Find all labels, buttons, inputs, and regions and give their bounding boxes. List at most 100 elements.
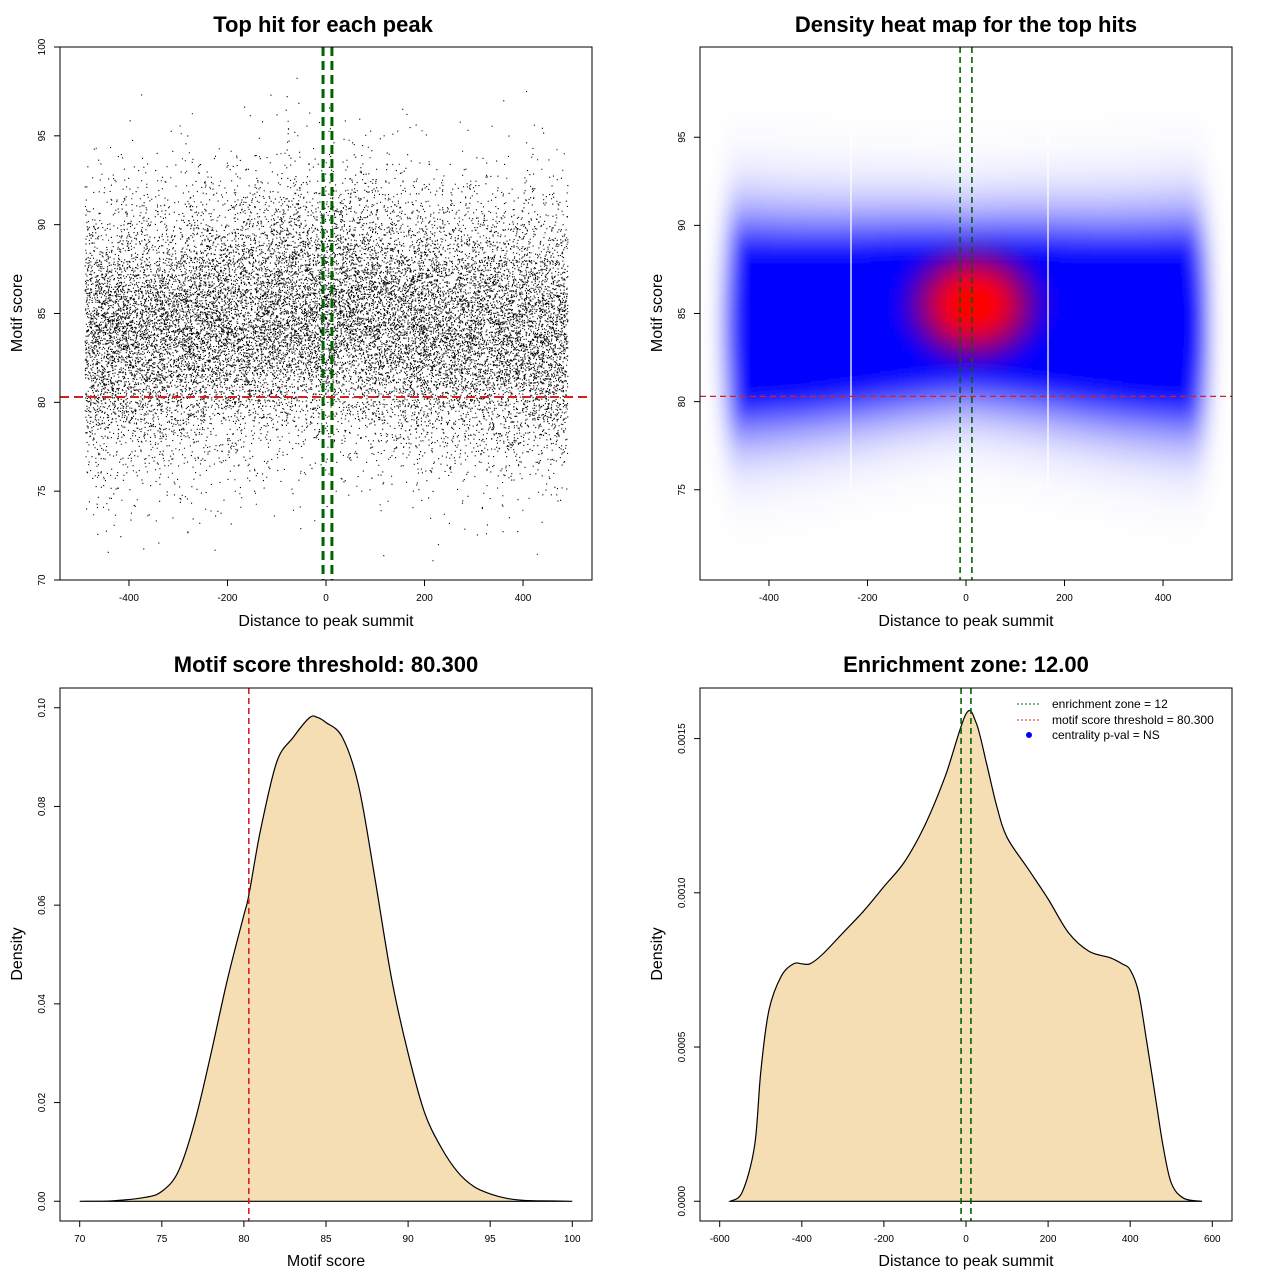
heatmap-cell — [1160, 187, 1171, 198]
heatmap-cell — [740, 427, 751, 438]
heatmap-cell — [700, 297, 711, 308]
heatmap-cell — [1160, 157, 1171, 168]
heatmap-cell — [1060, 477, 1071, 488]
heatmap-cell — [960, 557, 971, 568]
heatmap-cell — [740, 197, 751, 208]
heatmap-cell — [700, 217, 701, 228]
heatmap-cell — [1150, 507, 1161, 518]
heatmap-cell — [870, 387, 881, 398]
heatmap-cell — [1160, 317, 1171, 328]
heatmap-cell — [1090, 507, 1101, 518]
heatmap-cell — [770, 487, 781, 498]
heatmap-cell — [1150, 477, 1161, 488]
heatmap-cell — [890, 347, 901, 358]
heatmap-cell — [880, 407, 891, 418]
heatmap-cell — [1140, 397, 1151, 408]
heatmap-cell — [1190, 497, 1201, 508]
heatmap-cell — [1210, 577, 1221, 580]
heatmap-cell — [1140, 497, 1151, 508]
heatmap-cell — [810, 407, 821, 418]
heatmap-cell — [1020, 357, 1031, 368]
heatmap-cell — [880, 107, 891, 118]
heatmap-cell — [970, 207, 981, 218]
y-tick-label: 85 — [677, 308, 688, 320]
heatmap-cell — [1050, 47, 1061, 58]
heatmap-cell — [960, 207, 971, 218]
heatmap-cell — [1030, 517, 1041, 528]
heatmap-cell — [700, 567, 701, 578]
heatmap-cell — [1060, 147, 1071, 158]
heatmap-cell — [1220, 157, 1231, 168]
heatmap-cell — [860, 277, 871, 288]
heatmap-cell — [840, 127, 851, 138]
heatmap-cell — [930, 177, 941, 188]
heatmap-cell — [870, 457, 881, 468]
heatmap-cell — [1010, 287, 1021, 298]
heatmap-cell — [830, 287, 841, 298]
heatmap-cell — [1010, 267, 1021, 278]
heatmap-cell — [870, 417, 881, 428]
heatmap-cell — [1140, 57, 1151, 68]
heatmap-cell — [1180, 327, 1191, 338]
heatmap-cell — [1040, 357, 1051, 368]
heatmap-cell — [1130, 97, 1141, 108]
heatmap-cell — [790, 347, 801, 358]
heatmap-cell — [1240, 157, 1251, 168]
heatmap-cell — [1210, 237, 1221, 248]
heatmap-cell — [950, 497, 961, 508]
heatmap-cell — [780, 67, 791, 78]
heatmap-cell — [1000, 247, 1011, 258]
heatmap-cell — [880, 177, 891, 188]
heatmap-cell — [1240, 297, 1251, 308]
heatmap-cell — [780, 267, 791, 278]
heatmap-cell — [850, 477, 861, 488]
heatmap-cell — [860, 207, 871, 218]
heatmap-cell — [990, 357, 1001, 368]
heatmap-cell — [710, 147, 721, 158]
heatmap-cell — [1220, 447, 1231, 458]
heatmap-cell — [1160, 117, 1171, 128]
heatmap-cell — [1210, 397, 1221, 408]
heatmap-cell — [950, 297, 961, 308]
heatmap-cell — [1150, 167, 1161, 178]
heatmap-cell — [1200, 527, 1211, 538]
heatmap-cell — [810, 227, 821, 238]
heatmap-cell — [1070, 537, 1081, 548]
heatmap-cell — [1170, 477, 1181, 488]
heatmap-cell — [1090, 537, 1101, 548]
heatmap-cell — [850, 67, 861, 78]
heatmap-cell — [790, 427, 801, 438]
heatmap-cell — [1220, 167, 1231, 178]
heatmap-cell — [810, 257, 821, 268]
heatmap-cell — [1190, 377, 1201, 388]
heatmap-cell — [1040, 587, 1051, 598]
heatmap-cell — [1000, 347, 1011, 358]
heatmap-cell — [720, 237, 731, 248]
heatmap-cell — [1190, 477, 1201, 488]
heatmap-cell — [910, 337, 921, 348]
heatmap-cell — [730, 397, 741, 408]
heatmap-cell — [1120, 67, 1131, 78]
heatmap-cell — [780, 127, 791, 138]
heatmap-cell — [850, 347, 861, 358]
heatmap-cell — [730, 137, 741, 148]
heatmap-cell — [870, 67, 881, 78]
heatmap-cell — [1220, 67, 1231, 78]
heatmap-cell — [1150, 57, 1161, 68]
heatmap-cell — [1210, 187, 1221, 198]
heatmap-cell — [1180, 567, 1191, 578]
heatmap-cell — [1120, 567, 1131, 578]
heatmap-cell — [980, 407, 991, 418]
heatmap-cell — [730, 447, 741, 458]
heatmap-cell — [890, 47, 901, 58]
heatmap-cell — [840, 267, 851, 278]
heatmap-cell — [1000, 257, 1011, 268]
heatmap-cell — [1210, 417, 1221, 428]
heatmap-cell — [1160, 197, 1171, 208]
heatmap-cell — [800, 257, 811, 268]
heatmap-cell — [910, 347, 921, 358]
heatmap-cell — [930, 367, 941, 378]
heatmap-cell — [1240, 497, 1251, 508]
heatmap-cell — [900, 107, 911, 118]
heatmap-cell — [960, 57, 971, 68]
